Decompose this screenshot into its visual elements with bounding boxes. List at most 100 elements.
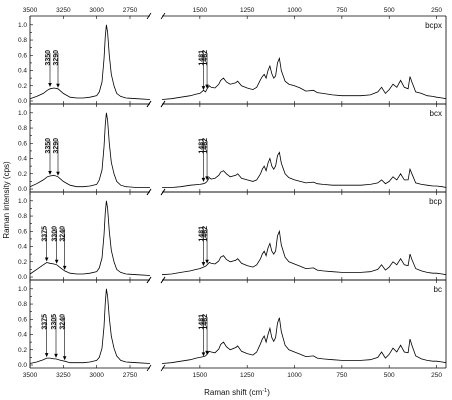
y-tick-label: 0.4 xyxy=(18,68,27,75)
spectrum-line-bc xyxy=(161,317,447,364)
peak-annotation-3305: 3305 xyxy=(51,314,58,330)
x-axis-label: Raman shift (cm-1) xyxy=(204,388,270,397)
x-axis-label-main: Raman shift (cm xyxy=(204,388,263,397)
bottom-x-tick-label: 1250 xyxy=(240,372,255,379)
y-tick-label: 0.8 xyxy=(18,125,27,132)
y-tick-label: 0.0 xyxy=(18,186,27,193)
axis-break-mark xyxy=(146,12,152,20)
peak-arrowhead xyxy=(56,83,60,88)
top-x-tick-label: 3500 xyxy=(23,7,38,14)
top-x-tick-label: 1000 xyxy=(287,7,302,14)
bottom-x-tick-label: 3500 xyxy=(23,372,38,379)
peak-annotation-3240: 3240 xyxy=(60,314,67,330)
peak-arrowhead xyxy=(205,84,209,89)
top-x-tick-label: 2750 xyxy=(123,7,138,14)
spectrum-line-bcpx xyxy=(161,56,447,100)
peak-annotation-1462: 1462 xyxy=(202,314,209,330)
peak-arrowhead xyxy=(201,352,206,357)
y-tick-label: 0.8 xyxy=(18,37,27,44)
y-tick-label: 0.4 xyxy=(18,156,27,163)
y-tick-label: 0.6 xyxy=(18,228,27,235)
peak-arrowhead xyxy=(205,176,209,181)
peak-arrowhead xyxy=(201,177,206,182)
peak-arrowhead xyxy=(62,265,67,270)
peak-annotation-1481: 1481 xyxy=(198,138,205,154)
bottom-x-tick-label: 3250 xyxy=(56,372,71,379)
x-axis-label-close: ) xyxy=(267,388,270,397)
y-tick-label: 0.2 xyxy=(18,259,27,266)
bottom-x-tick-label: 1500 xyxy=(193,372,208,379)
peak-arrowhead xyxy=(48,171,52,176)
spectrum-line-bc xyxy=(29,288,151,364)
top-x-tick-label: 1500 xyxy=(193,7,208,14)
spectrum-line-bcp xyxy=(161,229,447,276)
peak-annotation-1481: 1481 xyxy=(198,50,205,66)
y-tick-label: 1.0 xyxy=(18,198,27,205)
peak-annotation-3350: 3350 xyxy=(45,138,52,154)
peak-arrowhead xyxy=(48,83,52,88)
bottom-x-tick-label: 500 xyxy=(384,372,395,379)
peak-annotation-1462: 1462 xyxy=(202,226,209,242)
y-tick-label: 0.2 xyxy=(18,171,27,178)
y-tick-label: 1.0 xyxy=(18,22,27,29)
y-tick-label: 0.8 xyxy=(18,301,27,308)
bottom-x-tick-label: 1000 xyxy=(287,372,302,379)
y-tick-label: 0.4 xyxy=(18,244,27,251)
peak-annotation-1481: 1481 xyxy=(198,314,205,330)
bottom-x-tick-label: 3000 xyxy=(89,372,104,379)
spectrum-line-bcx xyxy=(29,112,150,188)
y-tick-label: 0.6 xyxy=(18,316,27,323)
peak-arrowhead xyxy=(44,257,49,262)
bottom-x-tick-label: 250 xyxy=(431,372,442,379)
peak-arrowhead xyxy=(205,350,209,355)
axis-break-mark xyxy=(146,188,152,196)
peak-arrowhead xyxy=(44,353,49,358)
top-x-tick-label: 750 xyxy=(336,7,347,14)
top-x-tick-label: 3250 xyxy=(56,7,71,14)
peak-arrowhead xyxy=(56,171,60,176)
axis-break-mark xyxy=(160,188,166,196)
bottom-x-tick-label: 750 xyxy=(336,372,347,379)
y-tick-label: 1.0 xyxy=(18,110,27,117)
peak-annotation-1462: 1462 xyxy=(202,138,209,154)
y-tick-label: 0.0 xyxy=(18,274,27,281)
top-x-tick-label: 1250 xyxy=(240,7,255,14)
y-tick-label: 0.4 xyxy=(18,332,27,339)
top-x-tick-label: 250 xyxy=(431,7,442,14)
axis-break-mark xyxy=(146,100,152,108)
peak-annotation-3240: 3240 xyxy=(60,226,67,242)
y-tick-label: 1.0 xyxy=(18,286,27,293)
bottom-x-tick-label: 2750 xyxy=(123,372,138,379)
peak-annotation-3350: 3350 xyxy=(45,50,52,66)
y-axis-label: Raman intensity (cps) xyxy=(2,161,11,239)
axis-break-mark xyxy=(160,276,166,284)
peak-annotation-1462: 1462 xyxy=(202,50,209,66)
peak-arrowhead xyxy=(205,259,209,264)
axis-break-mark xyxy=(160,100,166,108)
spectrum-line-bcx xyxy=(162,151,447,188)
peak-arrowhead xyxy=(62,356,67,361)
peak-arrowhead xyxy=(201,262,206,267)
panel-label-bcp: bcp xyxy=(429,197,442,206)
x-axis-label-sup: -1 xyxy=(262,388,267,394)
peak-arrowhead xyxy=(54,259,59,264)
axis-break-mark xyxy=(146,364,152,372)
y-tick-label: 0.8 xyxy=(18,213,27,220)
y-tick-label: 0.2 xyxy=(18,347,27,354)
panel-label-bcpx: bcpx xyxy=(425,21,442,30)
panel-label-bcx: bcx xyxy=(430,109,442,118)
y-tick-label: 0.0 xyxy=(18,362,27,369)
axis-break-mark xyxy=(160,12,166,20)
y-tick-label: 0.6 xyxy=(18,52,27,59)
peak-annotation-3300: 3300 xyxy=(52,226,59,242)
y-tick-label: 0.6 xyxy=(18,140,27,147)
spectrum-line-bcpx xyxy=(29,24,151,100)
axis-break-mark xyxy=(146,276,152,284)
peak-annotation-3375: 3375 xyxy=(42,314,49,330)
peak-annotation-3290: 3290 xyxy=(53,50,60,66)
peak-arrowhead xyxy=(54,353,58,358)
peak-annotation-3375: 3375 xyxy=(42,226,49,242)
top-x-tick-label: 500 xyxy=(384,7,395,14)
